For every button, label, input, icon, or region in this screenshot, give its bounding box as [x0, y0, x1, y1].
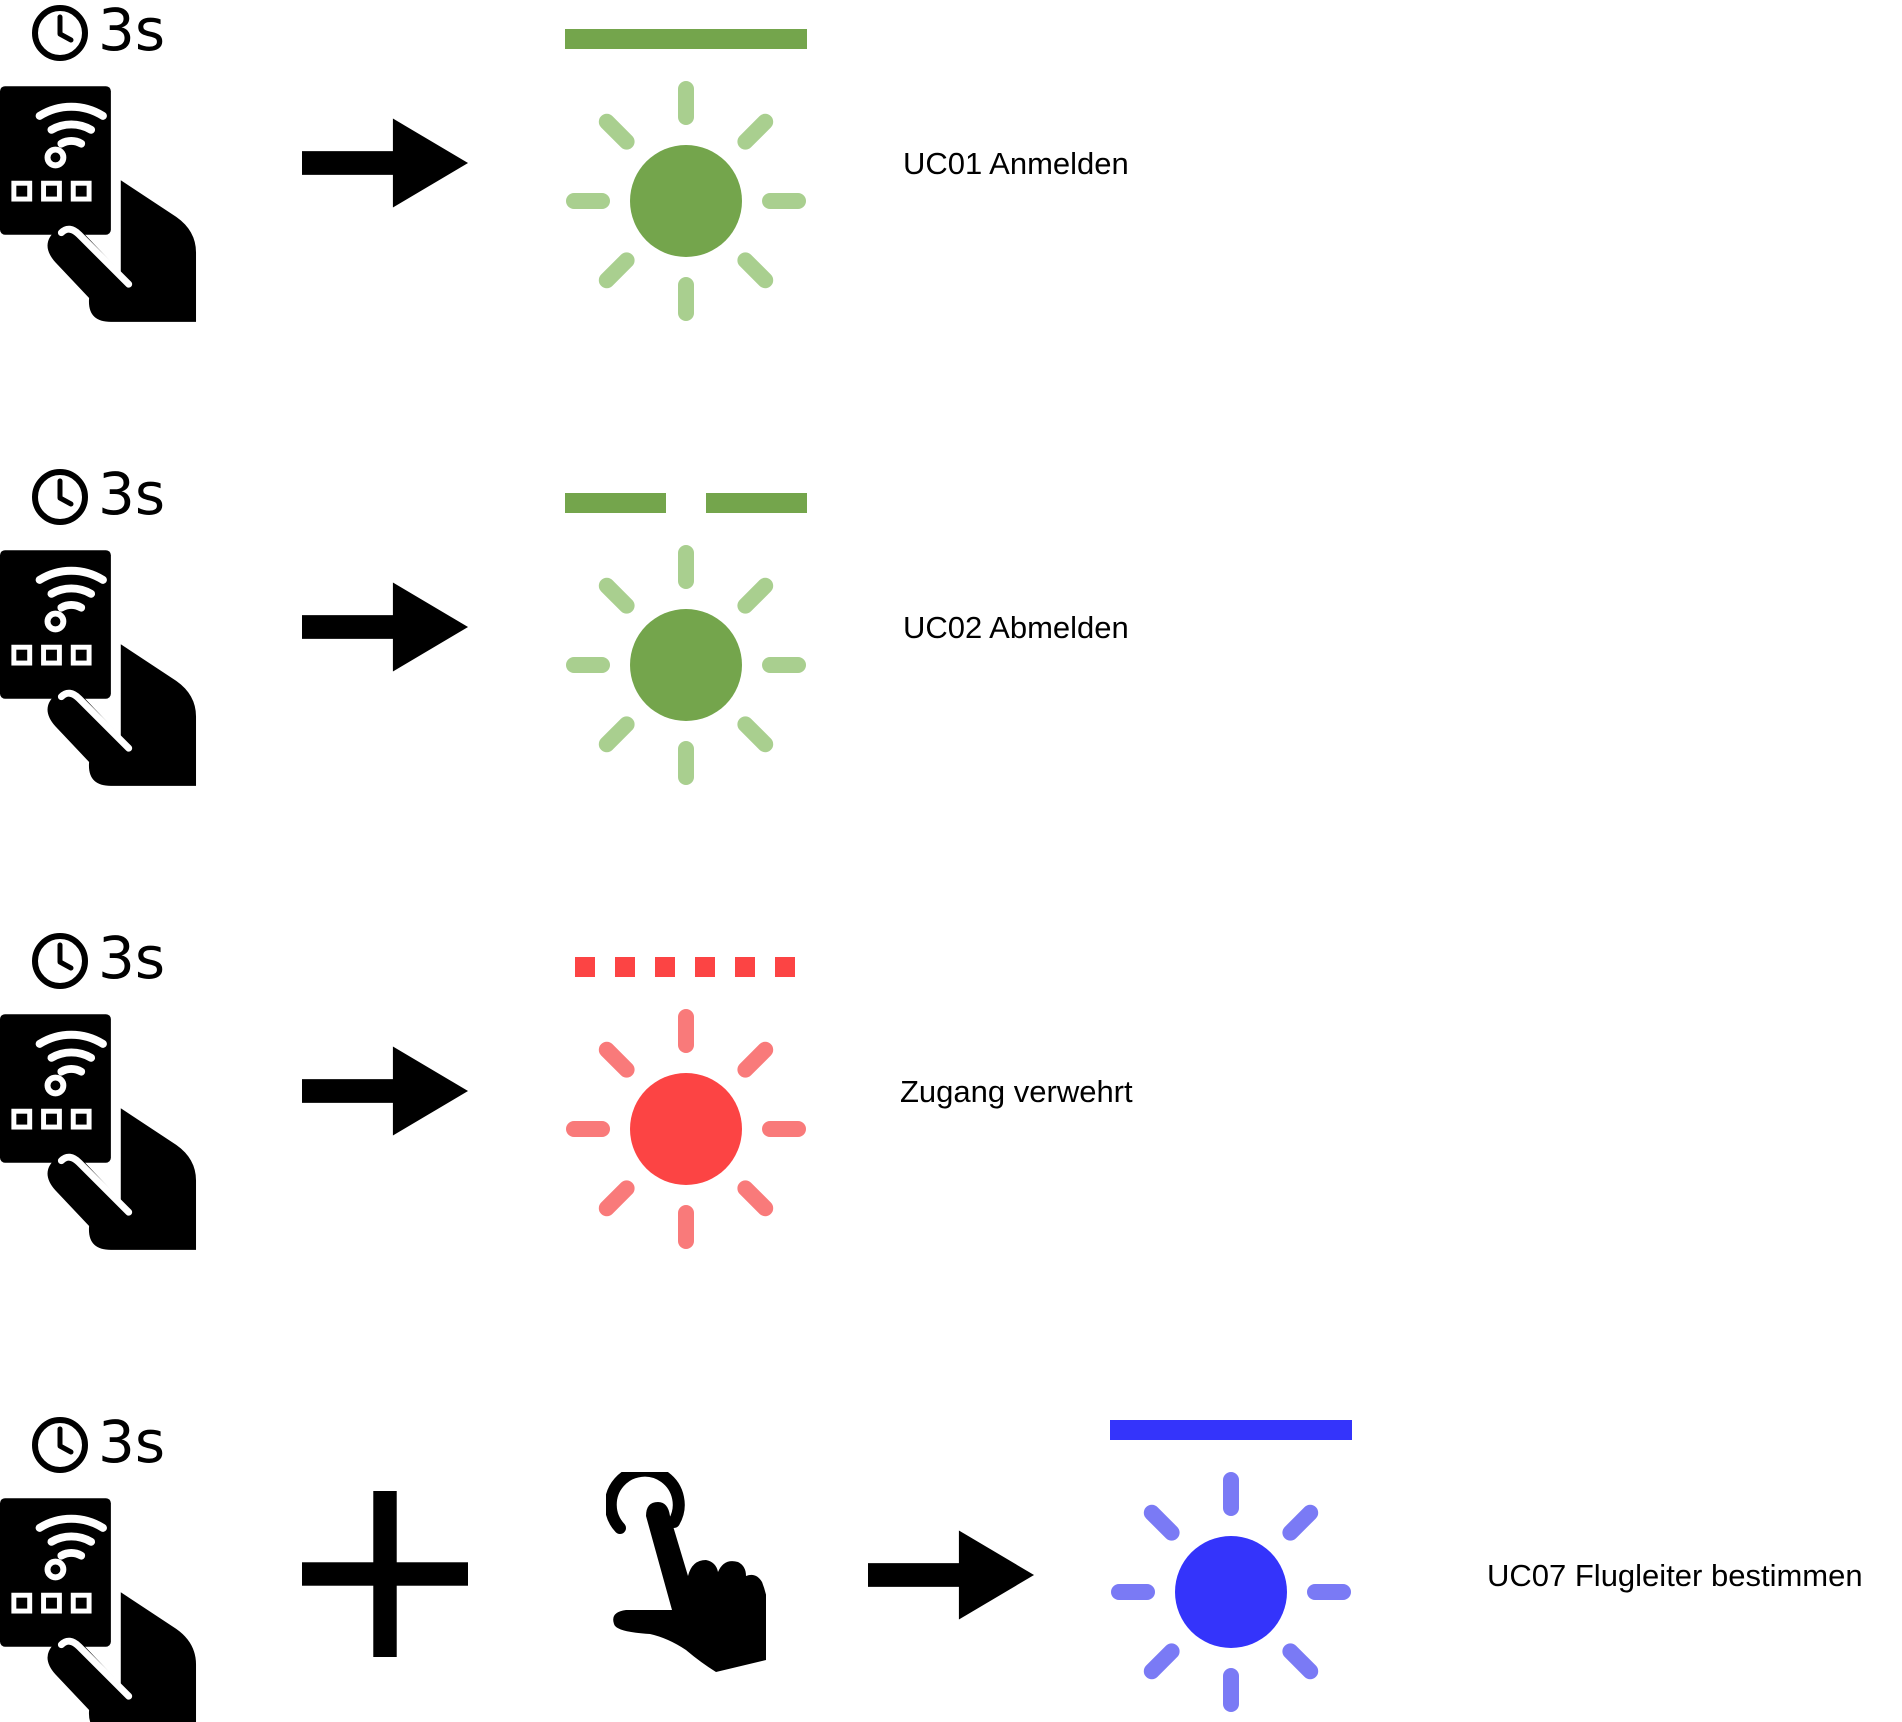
duration-text: 3s [98, 924, 165, 992]
signal-dot [775, 957, 795, 977]
remote-hand-icon [0, 1014, 196, 1250]
clock-icon [35, 472, 85, 522]
light-ray [737, 113, 774, 150]
arrow-right-icon [302, 582, 469, 672]
light-ray [1282, 1504, 1319, 1541]
light-ray [737, 577, 774, 614]
signal-dot [615, 957, 635, 977]
light-ray [598, 1180, 635, 1217]
arrow-right-icon [868, 1530, 1035, 1620]
signal-bar [565, 29, 807, 49]
light-ray [598, 716, 635, 753]
signal-bar [565, 493, 666, 513]
signal-bar [1110, 1420, 1352, 1440]
light-ray [598, 1041, 635, 1078]
row-uc02: 3s [0, 460, 807, 786]
light-ray [598, 577, 635, 614]
duration-text: 3s [98, 460, 165, 528]
remote-hand-icon [0, 86, 196, 322]
duration-text: 3s [98, 0, 165, 64]
light-core [630, 609, 742, 721]
light-ray [737, 1180, 774, 1217]
tap-hand-icon [611, 1471, 770, 1672]
light-ray [737, 716, 774, 753]
clock-icon [35, 8, 85, 58]
clock-icon [35, 936, 85, 986]
signal-dot [695, 957, 715, 977]
row-denied: 3s [0, 924, 806, 1250]
light-ray [737, 1041, 774, 1078]
light-core [630, 145, 742, 257]
light-core [630, 1073, 742, 1185]
signal-dot [735, 957, 755, 977]
light-core [1175, 1536, 1287, 1648]
label-uc02: UC02 Abmelden [903, 610, 1129, 645]
light-ray [1143, 1504, 1180, 1541]
arrow-right-icon [302, 1046, 469, 1136]
light-ray [1143, 1643, 1180, 1680]
light-ray [598, 252, 635, 289]
arrow-right-icon [302, 118, 469, 208]
light-ray [1282, 1643, 1319, 1680]
signal-dot [655, 957, 675, 977]
row-uc07: 3s [0, 1408, 1352, 1722]
duration-text: 3s [98, 1408, 165, 1476]
signal-dot [575, 957, 595, 977]
remote-hand-icon [0, 1498, 196, 1722]
clock-icon [35, 1420, 85, 1470]
label-denied: Zugang verwehrt [900, 1074, 1133, 1109]
light-ray [737, 252, 774, 289]
label-uc07: UC07 Flugleiter bestimmen [1487, 1558, 1863, 1593]
plus-icon [302, 1491, 468, 1657]
row-uc01: 3s [0, 0, 807, 322]
signal-bar [706, 493, 807, 513]
label-uc01: UC01 Anmelden [903, 146, 1129, 181]
light-ray [598, 113, 635, 150]
remote-hand-icon [0, 550, 196, 786]
